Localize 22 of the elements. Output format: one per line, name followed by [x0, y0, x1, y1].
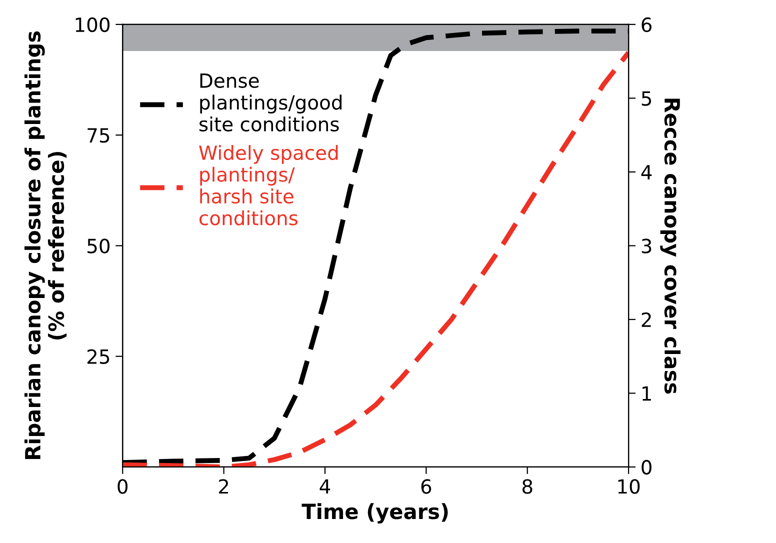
- y2-axis-title: Recce canopy cover class: [660, 98, 681, 394]
- x-tick-label: 8: [522, 479, 532, 494]
- y2-tick-label: 4: [641, 165, 652, 180]
- y2-tick-label: 5: [642, 91, 652, 106]
- x-tick-label: 10: [618, 479, 640, 494]
- x-tick-label: 6: [421, 479, 432, 494]
- y-tick-label: 100: [76, 17, 110, 32]
- y2-tick-label: 0: [642, 460, 652, 475]
- legend-label: Dense plantings/good site conditions: [199, 74, 342, 132]
- x-tick-label: 4: [320, 479, 330, 494]
- legend-label: Widely spaced plantings/ harsh site conditions: [199, 145, 338, 226]
- x-axis-title: Time (years): [302, 503, 448, 524]
- y2-tick-label: 2: [642, 312, 651, 327]
- x-tick-label: 0: [118, 479, 128, 494]
- y2-tick-label: 3: [642, 238, 652, 254]
- x-tick-label: 2: [219, 479, 228, 494]
- y2-tick-label: 1: [642, 386, 651, 401]
- y-tick-label: 25: [87, 349, 110, 364]
- y-axis-title: Riparian canopy closure of plantings (% of reference): [24, 31, 67, 460]
- y-tick-label: 50: [88, 238, 110, 254]
- y2-tick-label: 6: [642, 17, 652, 32]
- y-tick-label: 75: [88, 128, 110, 143]
